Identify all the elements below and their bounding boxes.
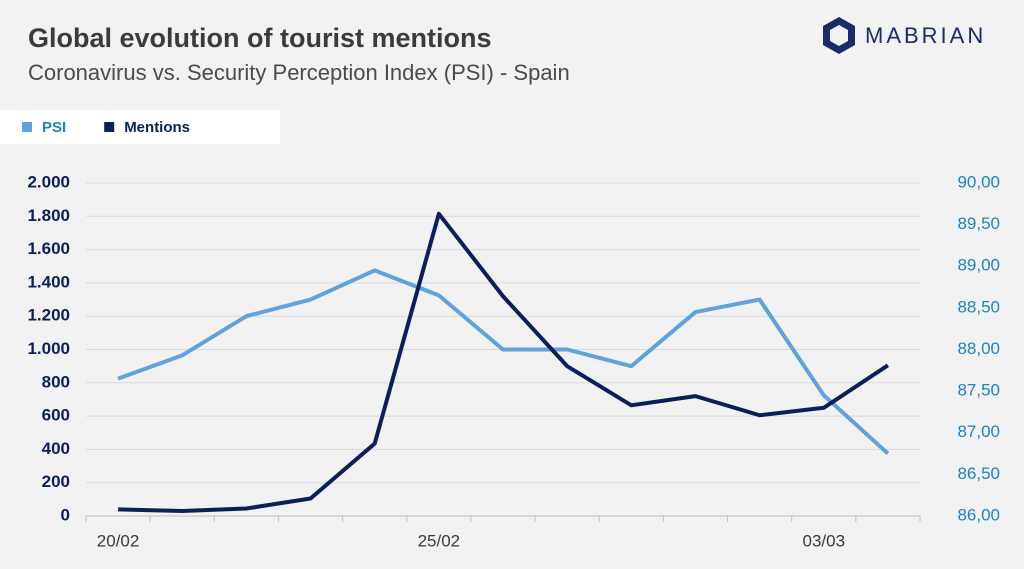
y-tick-label: 1.800 — [27, 206, 70, 225]
legend-box — [0, 110, 280, 144]
x-tick-label: 25/02 — [418, 531, 461, 550]
x-tick-label: 20/02 — [97, 531, 140, 550]
line-series — [118, 211, 890, 514]
logo-text: MABRIAN — [865, 23, 986, 48]
line-series — [117, 268, 890, 456]
y2-tick-label: 86,00 — [957, 505, 1000, 524]
y-tick-label: 1.200 — [27, 306, 70, 325]
y-tick-label: 1.600 — [27, 239, 70, 258]
legend-label: PSI — [42, 119, 66, 136]
y-tick-label: 0 — [61, 505, 70, 524]
logo-icon-inner — [830, 25, 848, 46]
y2-tick-label: 86,50 — [957, 464, 1000, 483]
y2-tick-label: 88,00 — [957, 339, 1000, 358]
y2-tick-label: 89,00 — [957, 256, 1000, 275]
chart-title: Global evolution of tourist mentions — [28, 23, 492, 53]
y-tick-label: 1.000 — [27, 339, 70, 358]
y2-tick-label: 87,00 — [957, 422, 1000, 441]
legend-label: Mentions — [124, 119, 190, 136]
y2-tick-label: 87,50 — [957, 381, 1000, 400]
y2-tick-label: 89,50 — [957, 214, 1000, 233]
y-tick-label: 200 — [42, 472, 70, 491]
y-tick-label: 400 — [42, 439, 70, 458]
legend-swatch — [104, 122, 115, 132]
legend-swatch — [22, 122, 32, 132]
x-tick-label: 03/03 — [802, 531, 845, 550]
y-tick-label: 1.400 — [27, 272, 70, 291]
y-tick-label: 800 — [42, 372, 70, 391]
y2-tick-label: 90,00 — [957, 172, 1000, 191]
logo: MABRIAN — [823, 17, 986, 54]
chart-subtitle: Coronavirus vs. Security Perception Inde… — [28, 60, 570, 85]
y2-tick-label: 88,50 — [957, 297, 1000, 316]
y-tick-label: 600 — [42, 406, 70, 425]
y-tick-label: 2.000 — [27, 172, 70, 191]
